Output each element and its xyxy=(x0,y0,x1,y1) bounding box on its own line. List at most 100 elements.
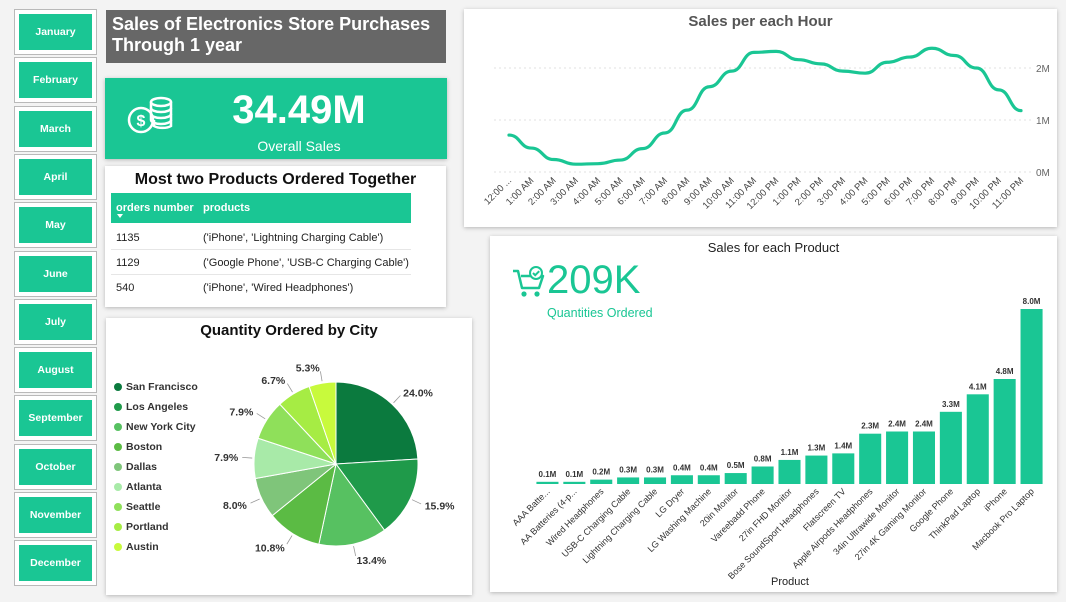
bar-data-label: 8.0M xyxy=(1023,297,1041,306)
bar[interactable] xyxy=(859,433,882,484)
month-button-august[interactable]: August xyxy=(14,347,97,394)
pie-data-label: 24.0% xyxy=(403,388,433,400)
pie-data-label: 7.9% xyxy=(229,406,254,418)
legend-label: New York City xyxy=(126,421,196,433)
pie-data-label: 5.3% xyxy=(296,362,321,374)
overall-sales-value: 34.49M xyxy=(232,88,366,132)
bar-data-label: 0.5M xyxy=(727,461,745,470)
table-row: 1129 ('Google Phone', 'USB-C Charging Ca… xyxy=(111,250,411,275)
bar-data-label: 0.3M xyxy=(619,465,637,474)
bar-data-label: 0.8M xyxy=(754,455,772,464)
pie-leader-line xyxy=(286,535,293,545)
bar[interactable] xyxy=(939,411,962,484)
month-button-february[interactable]: February xyxy=(14,57,97,104)
bar-data-label: 0.4M xyxy=(673,463,691,472)
dashboard-title: Sales of Electronics Store Purchases Thr… xyxy=(106,10,446,63)
bar[interactable] xyxy=(1020,309,1043,484)
month-label: February xyxy=(19,62,92,99)
pie-data-label: 8.0% xyxy=(223,500,248,512)
legend-dot xyxy=(114,403,122,411)
bar[interactable] xyxy=(670,475,693,484)
bar-data-label: 0.2M xyxy=(592,468,610,477)
month-button-november[interactable]: November xyxy=(14,492,97,538)
pie-leader-line xyxy=(242,456,253,459)
cell-products: ('Google Phone', 'USB-C Charging Cable') xyxy=(203,257,409,269)
legend-label: Los Angeles xyxy=(126,401,189,413)
month-label: December xyxy=(19,545,92,582)
month-slicer: January February March April May June July Augu… xyxy=(14,9,97,592)
pie-slice[interactable] xyxy=(308,381,337,465)
bar-data-label: 2.3M xyxy=(861,422,879,431)
cell-products: ('iPhone', 'Lightning Charging Cable') xyxy=(203,232,384,244)
bar[interactable] xyxy=(724,473,747,484)
month-button-september[interactable]: September xyxy=(14,395,97,442)
bar[interactable] xyxy=(805,455,828,484)
pie-data-label: 13.4% xyxy=(356,555,386,567)
y-tick-label: 0M xyxy=(1036,168,1050,179)
bar-x-axis-label: Product xyxy=(771,576,809,588)
bar-data-label: 1.4M xyxy=(834,441,852,450)
money-coins-icon: $ xyxy=(127,96,173,134)
bar[interactable] xyxy=(536,481,559,484)
sales-per-hour-chart: Sales per each Hour 0M 1M 2M 12:00 ... 1:00 … xyxy=(464,9,1057,227)
month-button-april[interactable]: April xyxy=(14,153,97,200)
pie-data-label: 15.9% xyxy=(425,501,455,513)
legend-dot xyxy=(114,383,122,391)
sales-per-product-chart: Sales for each Product 209K Quantities O… xyxy=(490,236,1057,592)
month-label: June xyxy=(19,255,92,292)
bar[interactable] xyxy=(617,477,640,484)
legend-dot xyxy=(114,483,122,491)
bar[interactable] xyxy=(590,479,613,484)
y-tick-label: 2M xyxy=(1036,64,1050,75)
pie-plot: 24.0% 15.9% 13.4% 10.8% 8.0% 7.9% 7.9% 6.7% 5.3% xyxy=(214,362,455,567)
month-label: October xyxy=(19,448,92,485)
quantities-value: 209K xyxy=(547,258,641,302)
pie-leader-line xyxy=(287,383,293,393)
month-button-december[interactable]: December xyxy=(14,540,97,587)
bar[interactable] xyxy=(832,453,855,484)
month-button-january[interactable]: January xyxy=(14,9,97,55)
pie-data-label: 7.9% xyxy=(214,452,239,464)
bar[interactable] xyxy=(912,431,936,485)
legend-dot xyxy=(114,503,122,511)
bar[interactable] xyxy=(697,475,720,484)
header-products[interactable]: products xyxy=(203,202,251,214)
table-header: orders number products xyxy=(111,193,411,223)
bar[interactable] xyxy=(778,459,801,484)
bar[interactable] xyxy=(751,466,774,485)
month-button-july[interactable]: July xyxy=(14,298,97,345)
bar[interactable] xyxy=(993,379,1016,484)
month-button-march[interactable]: March xyxy=(14,105,97,152)
bar-data-label: 0.1M xyxy=(539,470,557,479)
bar-title: Sales for each Product xyxy=(707,240,840,255)
bar[interactable] xyxy=(886,431,909,485)
month-button-october[interactable]: October xyxy=(14,443,97,490)
line-title: Sales per each Hour xyxy=(688,13,833,30)
bar-data-label: 2.4M xyxy=(888,420,906,429)
legend-label: San Francisco xyxy=(126,381,198,393)
bar-data-label: 3.3M xyxy=(942,400,960,409)
pie-slice[interactable] xyxy=(335,381,419,465)
overall-sales-label: Overall Sales xyxy=(257,138,341,154)
month-label: May xyxy=(19,207,92,244)
bar-data-label: 0.3M xyxy=(646,465,664,474)
month-label: January xyxy=(19,14,92,50)
month-label: November xyxy=(19,497,92,533)
month-button-june[interactable]: June xyxy=(14,250,97,297)
pie-slice[interactable] xyxy=(335,458,419,531)
bar[interactable] xyxy=(966,394,989,484)
series-line[interactable] xyxy=(507,46,1023,166)
pie-slice[interactable] xyxy=(318,462,386,547)
legend-dot xyxy=(114,443,122,451)
quantities-label: Quantities Ordered xyxy=(547,306,653,320)
legend-dot xyxy=(114,423,122,431)
legend-label: Seattle xyxy=(126,501,161,513)
overall-sales-card: $ 34.49M Overall Sales xyxy=(105,78,447,159)
sort-descending-icon xyxy=(117,214,123,218)
bar[interactable] xyxy=(563,481,586,484)
header-orders-number[interactable]: orders number xyxy=(116,202,194,214)
table-title: Most two Products Ordered Together xyxy=(134,171,417,188)
month-button-may[interactable]: May xyxy=(14,202,97,249)
bar[interactable] xyxy=(643,477,667,484)
